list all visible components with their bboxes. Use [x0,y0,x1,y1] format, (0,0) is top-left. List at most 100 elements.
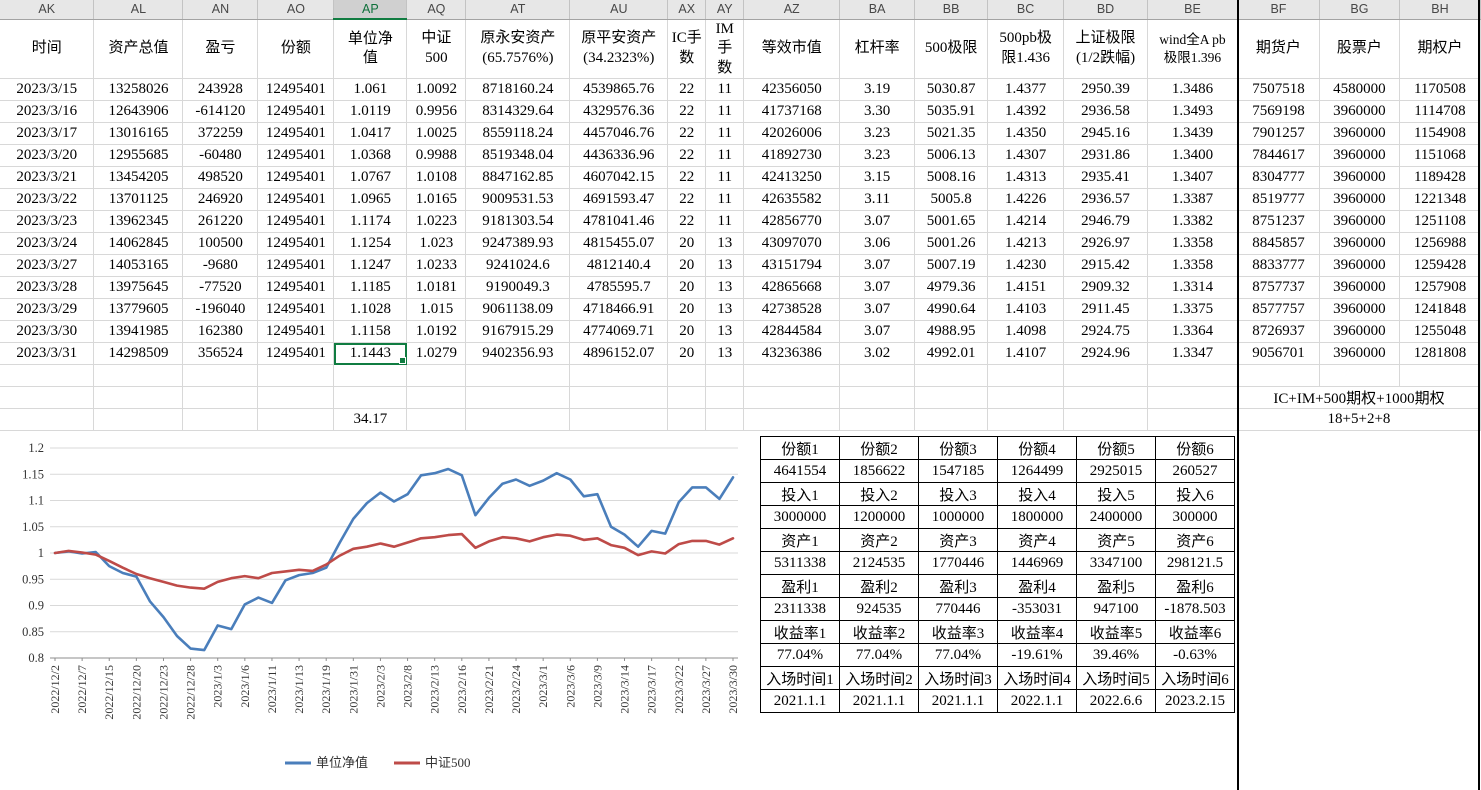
sheet-cell[interactable]: 1.3314 [1147,276,1238,299]
sheet-cell[interactable]: 42856770 [743,210,841,233]
sheet-cell[interactable]: 4774069.71 [569,320,669,343]
sheet-cell[interactable]: 7901257 [1237,122,1320,145]
sheet-cell[interactable]: 3.06 [839,232,916,255]
sheet-cell[interactable]: 7507518 [1237,78,1320,101]
column-header-AY[interactable]: AY [705,0,745,20]
sheet-cell[interactable]: 4990.64 [914,298,989,321]
sheet-cell[interactable]: 13258026 [93,78,184,101]
summary-value-cell[interactable]: 77.04% [839,643,919,667]
sheet-cell[interactable]: 8519348.04 [465,144,571,167]
sheet-cell[interactable]: 1.4103 [987,298,1065,321]
sheet-cell[interactable]: 4988.95 [914,320,989,343]
cell-ap-summary-value[interactable]: 34.17 [333,408,408,431]
sheet-cell[interactable]: 3960000 [1319,232,1400,255]
sheet-cell[interactable]: 22 [667,166,707,189]
sheet-cell[interactable]: 1.3347 [1147,342,1238,365]
sheet-cell[interactable]: 22 [667,188,707,211]
sheet-cell[interactable]: 1.0192 [406,320,467,343]
sheet-cell[interactable]: 2924.96 [1063,342,1148,365]
sheet-cell[interactable]: 2023/3/30 [0,320,95,343]
sheet-cell[interactable]: 20 [667,320,707,343]
sheet-cell[interactable]: 1.023 [406,232,467,255]
sheet-cell[interactable]: 1114708 [1399,100,1481,123]
sheet-cell[interactable]: 12495401 [257,188,335,211]
sheet-cell[interactable]: 1.3364 [1147,320,1238,343]
sheet-cell[interactable] [465,364,571,387]
sheet-cell[interactable] [465,386,571,409]
sheet-cell[interactable] [333,364,408,387]
sheet-cell[interactable]: 1.4377 [987,78,1065,101]
sheet-cell[interactable]: 2023/3/21 [0,166,95,189]
sheet-cell[interactable]: 1.0965 [333,188,408,211]
sheet-cell[interactable]: 4815455.07 [569,232,669,255]
sheet-cell[interactable] [406,364,467,387]
field-header[interactable]: wind全A pb 极限1.396 [1147,19,1238,79]
sheet-cell[interactable]: 5007.19 [914,254,989,277]
summary-label-cell[interactable]: 资产2 [839,528,919,552]
summary-label-cell[interactable]: 投入1 [760,482,840,506]
summary-label-cell[interactable]: 资产5 [1076,528,1156,552]
summary-label-cell[interactable]: 入场时间1 [760,666,840,690]
active-cell[interactable]: 1.1443 [333,342,408,365]
sheet-cell[interactable] [667,386,707,409]
column-header-AU[interactable]: AU [569,0,669,20]
sheet-cell[interactable]: 1.4151 [987,276,1065,299]
column-header-BA[interactable]: BA [839,0,916,20]
sheet-cell[interactable]: 43236386 [743,342,841,365]
sheet-cell[interactable]: 22 [667,210,707,233]
summary-value-cell[interactable]: 5311338 [760,551,840,575]
sheet-cell[interactable]: 5006.13 [914,144,989,167]
sheet-cell[interactable]: 1.3486 [1147,78,1238,101]
sheet-cell[interactable]: 2023/3/22 [0,188,95,211]
sheet-cell[interactable]: 4979.36 [914,276,989,299]
sheet-cell[interactable]: 2946.79 [1063,210,1148,233]
column-header-BG[interactable]: BG [1319,0,1400,20]
sheet-cell[interactable]: 13 [705,254,745,277]
sheet-cell[interactable] [0,408,95,431]
sheet-cell[interactable]: 42635582 [743,188,841,211]
sheet-cell[interactable]: 1.0119 [333,100,408,123]
sheet-cell[interactable]: 3960000 [1319,320,1400,343]
column-header-AP[interactable]: AP [333,0,408,20]
column-header-BB[interactable]: BB [914,0,989,20]
summary-label-cell[interactable]: 份额2 [839,436,919,460]
sheet-cell[interactable]: 3960000 [1319,166,1400,189]
sheet-cell[interactable]: 41737168 [743,100,841,123]
summary-value-cell[interactable]: 3347100 [1076,551,1156,575]
summary-value-cell[interactable]: 4641554 [760,459,840,483]
sheet-cell[interactable]: 5008.16 [914,166,989,189]
sheet-cell[interactable]: 14053165 [93,254,184,277]
sheet-cell[interactable]: -77520 [182,276,259,299]
sheet-cell[interactable] [743,386,841,409]
sheet-cell[interactable]: 1.3407 [1147,166,1238,189]
sheet-cell[interactable]: 2023/3/29 [0,298,95,321]
sheet-cell[interactable]: 12495401 [257,232,335,255]
summary-value-cell[interactable]: 2023.2.15 [1155,689,1235,713]
sheet-cell[interactable]: 5021.35 [914,122,989,145]
sheet-cell[interactable]: 3.07 [839,254,916,277]
sheet-cell[interactable]: 4691593.47 [569,188,669,211]
sheet-cell[interactable]: 1.1174 [333,210,408,233]
sheet-cell[interactable]: 1281808 [1399,342,1481,365]
field-header[interactable]: 时间 [0,19,95,79]
summary-value-cell[interactable]: 2925015 [1076,459,1156,483]
sheet-cell[interactable] [1147,364,1238,387]
sheet-cell[interactable]: 4992.01 [914,342,989,365]
sheet-cell[interactable]: 1.0233 [406,254,467,277]
summary-label-cell[interactable]: 入场时间4 [997,666,1077,690]
column-header-AT[interactable]: AT [465,0,571,20]
sheet-cell[interactable]: 3960000 [1319,122,1400,145]
summary-label-cell[interactable]: 收益率1 [760,620,840,644]
sheet-cell[interactable]: 3.15 [839,166,916,189]
sheet-cell[interactable]: 12495401 [257,320,335,343]
summary-label-cell[interactable]: 份额4 [997,436,1077,460]
sheet-cell[interactable]: 9247389.93 [465,232,571,255]
sheet-cell[interactable]: 9061138.09 [465,298,571,321]
sheet-cell[interactable]: 9190049.3 [465,276,571,299]
sheet-cell[interactable]: 9009531.53 [465,188,571,211]
summary-value-cell[interactable]: 2311338 [760,597,840,621]
column-header-BD[interactable]: BD [1063,0,1148,20]
sheet-cell[interactable] [0,364,95,387]
summary-value-cell[interactable]: 77.04% [760,643,840,667]
summary-label-cell[interactable]: 入场时间6 [1155,666,1235,690]
